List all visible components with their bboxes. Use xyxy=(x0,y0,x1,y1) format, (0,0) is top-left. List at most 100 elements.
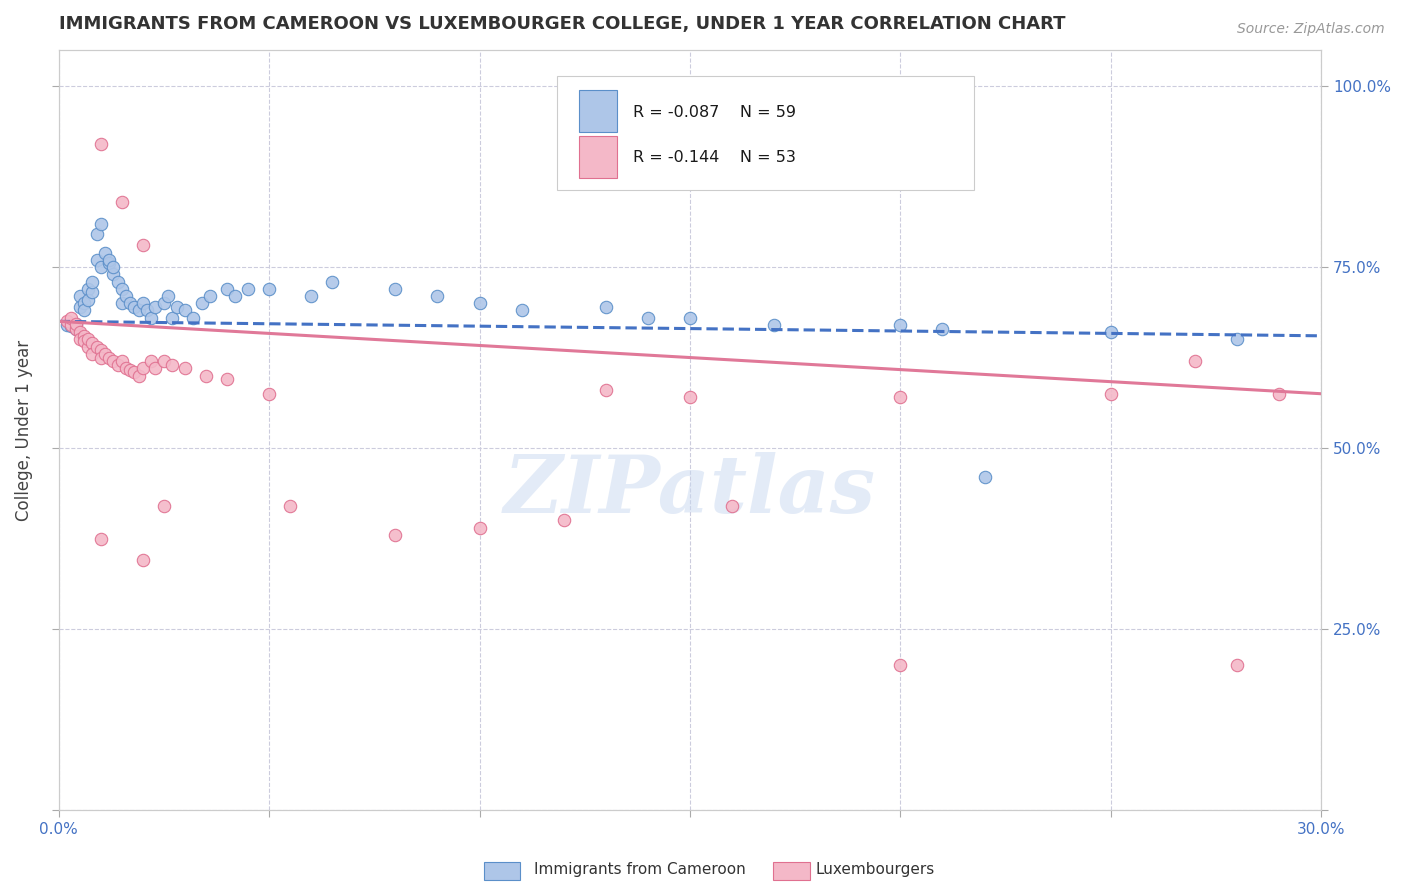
Point xyxy=(90,260,112,274)
Point xyxy=(90,351,112,365)
Point xyxy=(145,361,167,376)
Point xyxy=(60,318,83,332)
Point xyxy=(94,245,117,260)
Point xyxy=(103,260,125,274)
FancyBboxPatch shape xyxy=(579,90,617,132)
Point xyxy=(1268,386,1291,401)
Text: R = -0.144    N = 53: R = -0.144 N = 53 xyxy=(633,150,796,165)
Point xyxy=(69,289,91,303)
Point xyxy=(321,275,343,289)
Point xyxy=(82,285,104,300)
Point xyxy=(198,289,221,303)
Point xyxy=(195,368,218,383)
Point xyxy=(65,321,87,335)
Point xyxy=(73,303,96,318)
Point xyxy=(65,317,87,331)
Point xyxy=(153,296,176,310)
Point xyxy=(86,340,108,354)
Point xyxy=(162,310,184,325)
Point xyxy=(60,319,83,334)
Point xyxy=(595,300,617,314)
Point xyxy=(128,303,150,318)
Point xyxy=(153,499,176,513)
Point xyxy=(278,499,301,513)
Point xyxy=(94,347,117,361)
Point xyxy=(90,343,112,358)
Y-axis label: College, Under 1 year: College, Under 1 year xyxy=(15,339,32,521)
Point xyxy=(90,217,112,231)
Point xyxy=(679,310,702,325)
Point xyxy=(1226,658,1249,673)
Point xyxy=(595,383,617,397)
Point xyxy=(721,499,744,513)
Point xyxy=(215,372,238,386)
Point xyxy=(1099,325,1122,339)
Text: R = -0.087    N = 59: R = -0.087 N = 59 xyxy=(633,104,796,120)
Point xyxy=(132,296,155,310)
Point xyxy=(69,300,91,314)
Point xyxy=(889,318,911,332)
Point xyxy=(1184,354,1206,368)
Point xyxy=(73,328,96,343)
Point xyxy=(174,303,197,318)
Text: Immigrants from Cameroon: Immigrants from Cameroon xyxy=(534,863,747,877)
Point xyxy=(98,252,121,267)
Point xyxy=(111,194,134,209)
Point xyxy=(166,300,188,314)
Point xyxy=(553,513,575,527)
Point xyxy=(468,296,491,310)
Point xyxy=(145,300,167,314)
Point xyxy=(82,347,104,361)
Point xyxy=(889,390,911,404)
FancyBboxPatch shape xyxy=(579,136,617,178)
Point xyxy=(141,310,163,325)
Point xyxy=(60,310,83,325)
Point xyxy=(82,275,104,289)
Point xyxy=(86,252,108,267)
Point xyxy=(77,340,100,354)
Point xyxy=(98,351,121,365)
Point xyxy=(215,282,238,296)
Point xyxy=(107,358,129,372)
Point xyxy=(73,334,96,348)
Point xyxy=(111,282,134,296)
Point xyxy=(236,282,259,296)
Point xyxy=(132,238,155,252)
Point xyxy=(136,303,159,318)
Point xyxy=(86,227,108,242)
Point xyxy=(115,361,138,376)
Point xyxy=(56,314,79,328)
Point xyxy=(763,318,786,332)
Point xyxy=(889,658,911,673)
Point xyxy=(174,361,197,376)
FancyBboxPatch shape xyxy=(557,77,974,191)
Point xyxy=(931,321,953,335)
Point xyxy=(132,361,155,376)
Point xyxy=(115,289,138,303)
Point xyxy=(103,267,125,281)
Point xyxy=(257,386,280,401)
Point xyxy=(128,368,150,383)
Point xyxy=(103,354,125,368)
Text: Source: ZipAtlas.com: Source: ZipAtlas.com xyxy=(1237,22,1385,37)
Point xyxy=(162,358,184,372)
Point xyxy=(637,310,659,325)
Point xyxy=(65,317,87,331)
Point xyxy=(69,333,91,347)
Point xyxy=(120,296,142,310)
Point xyxy=(257,282,280,296)
Point xyxy=(107,275,129,289)
Point xyxy=(679,390,702,404)
Text: ZIPatlas: ZIPatlas xyxy=(503,452,876,530)
Text: Luxembourgers: Luxembourgers xyxy=(815,863,935,877)
Point xyxy=(65,321,87,335)
Point xyxy=(77,333,100,347)
Point xyxy=(224,289,246,303)
Point xyxy=(973,470,995,484)
Point xyxy=(468,521,491,535)
Point xyxy=(77,293,100,307)
Point xyxy=(124,300,146,314)
Point xyxy=(120,363,142,377)
Point xyxy=(191,296,214,310)
Point xyxy=(124,365,146,379)
